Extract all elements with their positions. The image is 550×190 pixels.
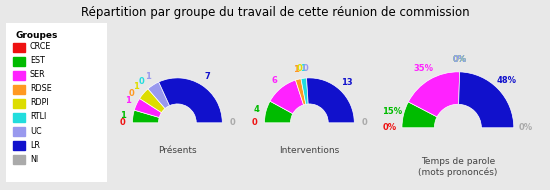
Wedge shape <box>265 101 293 123</box>
Wedge shape <box>133 110 159 123</box>
Bar <box>13 113 25 122</box>
Text: 1: 1 <box>145 72 151 81</box>
Bar <box>13 99 25 108</box>
Wedge shape <box>159 78 222 123</box>
Text: 0: 0 <box>229 118 235 127</box>
Wedge shape <box>301 78 308 104</box>
Wedge shape <box>459 72 514 128</box>
Text: 0%: 0% <box>519 123 533 132</box>
Text: NI: NI <box>30 155 38 164</box>
Text: 1: 1 <box>120 111 126 120</box>
Text: 7: 7 <box>204 72 210 81</box>
Text: 4: 4 <box>254 105 259 114</box>
Wedge shape <box>306 78 354 123</box>
Text: Groupes: Groupes <box>15 31 58 40</box>
Text: Temps de parole
(mots prononcés): Temps de parole (mots prononcés) <box>418 157 498 177</box>
Text: 0%: 0% <box>453 55 467 64</box>
Bar <box>13 85 25 94</box>
Text: SER: SER <box>30 70 46 79</box>
Text: 48%: 48% <box>497 76 517 85</box>
Wedge shape <box>408 72 460 117</box>
Bar <box>13 57 25 66</box>
Text: 0%: 0% <box>383 123 397 132</box>
Text: 15%: 15% <box>382 107 402 116</box>
Wedge shape <box>402 102 437 128</box>
Wedge shape <box>134 99 162 117</box>
Text: 0%: 0% <box>453 55 467 64</box>
Text: RDPI: RDPI <box>30 98 48 107</box>
Text: 13: 13 <box>341 78 353 87</box>
Wedge shape <box>270 80 304 114</box>
Text: LR: LR <box>30 141 40 150</box>
Text: CRCE: CRCE <box>30 42 51 51</box>
Bar <box>13 155 25 164</box>
Text: 0: 0 <box>120 118 125 127</box>
Bar <box>13 127 25 136</box>
Text: Interventions: Interventions <box>279 146 339 155</box>
FancyBboxPatch shape <box>2 18 111 187</box>
Wedge shape <box>295 79 306 105</box>
Text: 1: 1 <box>133 82 139 91</box>
Text: 6: 6 <box>272 76 277 85</box>
Bar <box>13 71 25 80</box>
Text: Présents: Présents <box>158 146 197 155</box>
Text: 1: 1 <box>125 96 130 105</box>
Wedge shape <box>140 89 165 113</box>
Text: 0: 0 <box>139 77 144 86</box>
Wedge shape <box>148 82 169 108</box>
Text: 0: 0 <box>128 89 134 98</box>
Text: EST: EST <box>30 56 45 65</box>
Text: 0: 0 <box>296 64 302 74</box>
Text: RTLI: RTLI <box>30 112 46 121</box>
Bar <box>13 43 25 51</box>
Text: 0: 0 <box>252 118 257 127</box>
Text: RDSE: RDSE <box>30 84 52 93</box>
Text: 0%: 0% <box>453 55 467 64</box>
Text: UC: UC <box>30 127 42 135</box>
Text: 0: 0 <box>361 118 367 127</box>
Text: 1: 1 <box>293 65 299 74</box>
Text: 0: 0 <box>303 64 309 73</box>
Bar <box>13 141 25 150</box>
Text: 0%: 0% <box>453 55 467 64</box>
Text: 1: 1 <box>300 64 305 73</box>
Text: 35%: 35% <box>414 64 433 73</box>
Text: Répartition par groupe du travail de cette réunion de commission: Répartition par groupe du travail de cet… <box>81 6 469 19</box>
